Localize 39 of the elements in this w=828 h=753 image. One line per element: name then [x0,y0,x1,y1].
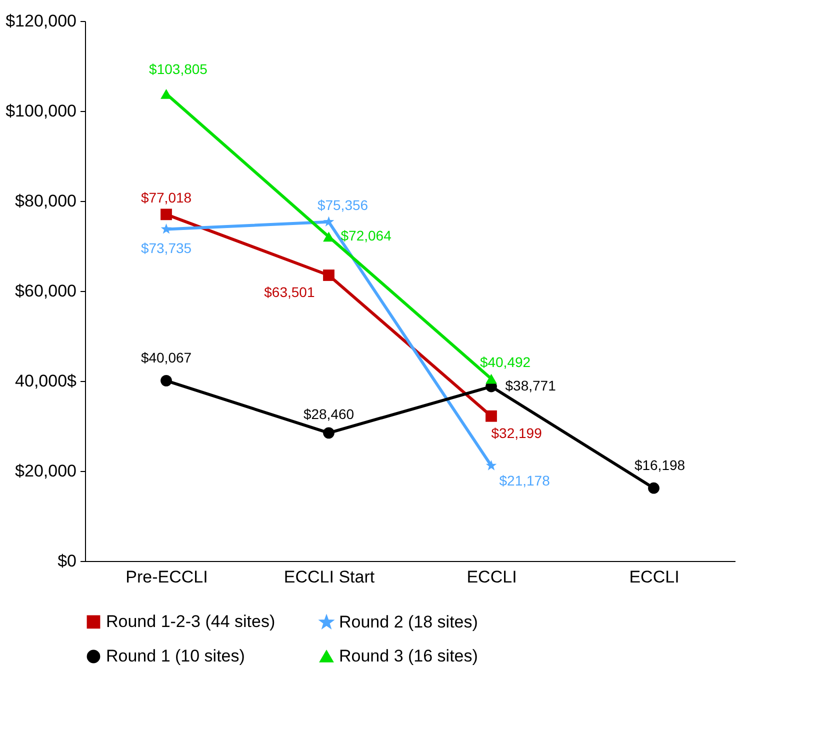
y-tick-label: $80,000 [15,192,76,210]
point [160,208,172,220]
y-tick-label: $0 [58,552,76,570]
y-tick-label: $20,000 [15,462,76,480]
x-tick-label: ECCLI Start [284,568,375,586]
point [323,232,334,242]
data-label: $16,198 [634,457,686,474]
data-label: $40,067 [140,350,192,366]
legend-label: Round 1-2-3 (44 sites) [106,612,276,631]
point [160,223,172,234]
y-tick-label: $60,000 [15,282,76,300]
point [323,270,334,281]
point [486,410,497,422]
data-label: $32,199 [491,425,542,442]
point [323,427,334,439]
x-tick-label: ECCLI [629,568,680,586]
data-label: $63,501 [264,284,315,300]
point [160,375,172,386]
legend-label: Round 3 (16 sites) [339,646,478,666]
data-label: $38,771 [505,378,556,394]
data-label: $73,735 [140,240,192,256]
data-label: $72,064 [340,228,392,244]
legend-label: Round 1 (10 sites) [106,646,245,666]
x-tick-label: ECCLI [466,568,517,586]
data-label: $77,018 [140,189,192,206]
point [323,216,334,227]
data-label: $21,178 [499,472,550,489]
point [486,374,497,384]
y-tick-label: 40,000$ [15,372,78,390]
point [648,482,660,494]
data-label: $103,805 [149,60,208,77]
data-label: $75,356 [317,196,368,213]
y-tick-label: $120,000 [6,12,76,30]
legend-label: Round 2 (18 sites) [339,612,478,632]
data-label: $40,492 [480,354,531,370]
y-tick-label: $100,000 [6,102,76,120]
point [486,460,497,470]
data-label: $28,460 [303,406,354,422]
x-tick-label: Pre-ECCLI [126,568,208,586]
